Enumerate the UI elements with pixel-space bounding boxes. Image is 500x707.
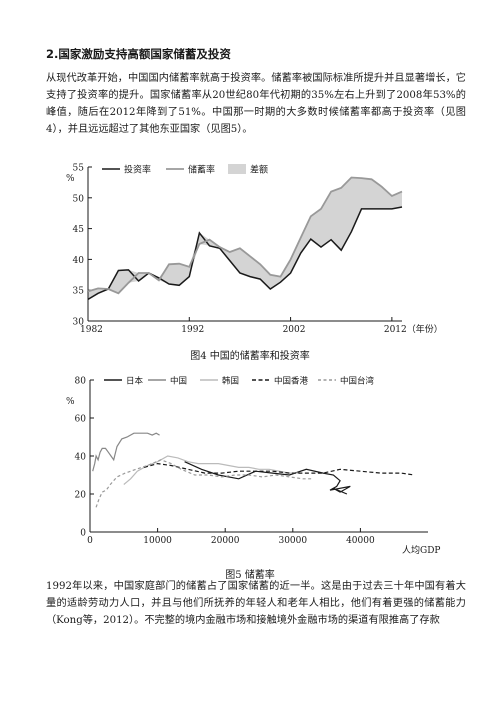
x-tick-label: 20000: [211, 536, 240, 546]
legend-label-hong-kong: 中国香港: [274, 376, 309, 387]
series-line-korea: [123, 455, 300, 485]
figure-5-caption: 图5 储蓄率: [225, 570, 275, 581]
legend-label-difference: 差额: [250, 164, 268, 176]
series-line-china: [92, 432, 160, 472]
y-tick-label: 40: [73, 256, 85, 266]
x-tick-label: 1982: [80, 325, 103, 335]
x-tick-label: 0: [87, 536, 93, 546]
y-tick-label: 45: [73, 225, 85, 235]
y-tick-label: 80: [75, 377, 87, 387]
series-line-investment: [87, 206, 403, 301]
paragraph-2: 1992年以来，中国家庭部门的储蓄占了国家储蓄的近一半。这是由于过去三十年中国有…: [46, 581, 466, 626]
figure-5-chart: 0 20 40 60 80 0 10000 20000 30000 40000 人均GDP% 日本 中国…: [66, 376, 440, 557]
x-tick-label: 10000: [143, 536, 172, 546]
difference-area: [88, 177, 402, 300]
y-tick-label: 35: [73, 287, 85, 297]
y-axis-unit: %: [66, 397, 75, 407]
series-line-japan: [184, 461, 351, 495]
x-tick-label: 30000: [278, 536, 307, 546]
series-line-taiwan: [95, 459, 314, 508]
y-tick-label: 50: [73, 194, 85, 204]
y-tick-label: 20: [75, 491, 87, 501]
y-axis-unit: %: [66, 174, 75, 184]
x-tick-label: 2002: [283, 325, 306, 335]
y-tick-label: 55: [73, 164, 85, 174]
paragraph-1: 从现代改革开始，中国国内储蓄率就高于投资率。储蓄率被国际标准所提升并且显著增长，…: [46, 73, 466, 135]
legend-label-china: 中国: [170, 376, 187, 387]
y-tick-label: 60: [75, 415, 87, 425]
series-line-hong-kong: [143, 462, 415, 476]
figure-4-caption: 图4 中国的储蓄率和投资率: [190, 351, 310, 362]
y-tick-label: 30: [73, 318, 85, 328]
y-tick-label: 0: [80, 529, 86, 539]
figure-4-chart: 30 35 40 45 50 55 1982 1992 2002 2012（年份）% 投资率 储蓄率 差…: [66, 164, 443, 336]
y-tick-label: 40: [75, 453, 87, 463]
legend-label-taiwan: 中国台湾: [340, 376, 375, 387]
x-axis-label: 人均GDP: [402, 544, 440, 556]
legend-label-korea: 韩国: [222, 376, 239, 387]
series-line-savings: [87, 176, 403, 295]
legend-label-savings: 储蓄率: [188, 164, 215, 176]
x-tick-label: 2012（年份）: [384, 323, 443, 335]
legend-label-japan: 日本: [126, 376, 144, 387]
legend-label-investment: 投资率: [124, 164, 151, 176]
legend-swatch-difference: [228, 164, 246, 174]
x-tick-label: 1992: [181, 325, 204, 335]
section-heading: 2.国家激励支持高额国家储蓄及投资: [46, 47, 231, 61]
x-tick-label: 40000: [346, 536, 375, 546]
